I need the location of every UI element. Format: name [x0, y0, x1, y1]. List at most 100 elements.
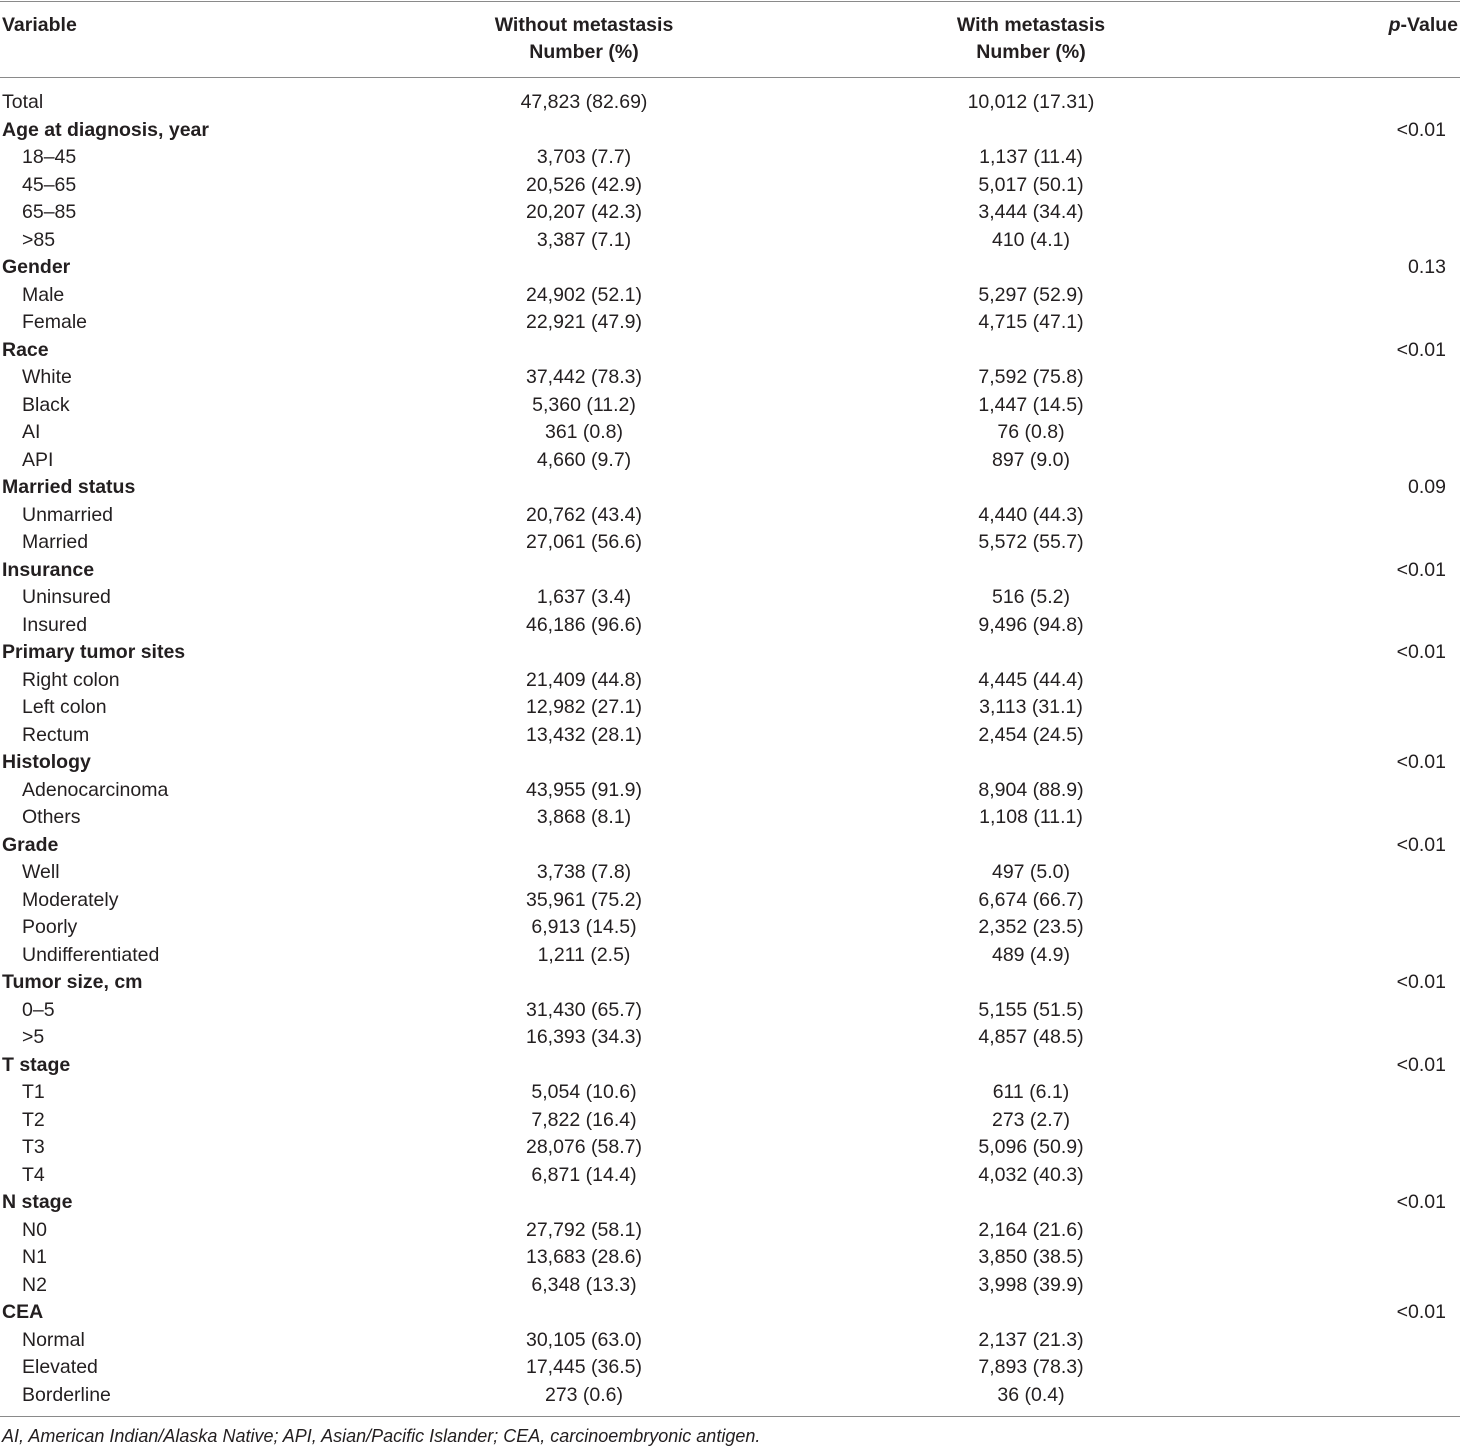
- without-metastasis-value: 35,961 (75.2): [525, 888, 642, 911]
- row-label: T1: [22, 1081, 45, 1103]
- without-metastasis-value: 6,871 (14.4): [531, 1163, 637, 1186]
- without-metastasis-value: 13,683 (28.6): [525, 1246, 642, 1268]
- table-row: >5 16,393 (34.3) 4,857 (48.5): [0, 1024, 1460, 1052]
- row-label: Race: [2, 338, 49, 361]
- table-row: 45–65 20,526 (42.9) 5,017 (50.1): [0, 172, 1460, 200]
- with-metastasis-value: 5,155 (51.5): [978, 998, 1084, 1021]
- p-value: 0.13: [1408, 256, 1446, 278]
- row-label: N0: [22, 1218, 47, 1241]
- table-row: Moderately 35,961 (75.2) 6,674 (66.7): [0, 887, 1460, 915]
- table-footnote: AI, American Indian/Alaska Native; API, …: [2, 1426, 761, 1446]
- with-metastasis-value: 1,108 (11.1): [979, 806, 1083, 828]
- without-metastasis-value: 28,076 (58.7): [525, 1136, 642, 1158]
- without-metastasis-value: 21,409 (44.8): [525, 668, 642, 691]
- table-row: Uninsured 1,637 (3.4) 516 (5.2): [0, 584, 1460, 612]
- table-top-rule: [0, 1, 1460, 2]
- table-row: API 4,660 (9.7) 897 (9.0): [0, 447, 1460, 475]
- row-label: >5: [22, 1026, 45, 1048]
- p-value: <0.01: [1396, 641, 1446, 663]
- with-metastasis-value: 4,445 (44.4): [978, 668, 1084, 691]
- with-metastasis-value: 36 (0.4): [997, 1383, 1065, 1406]
- without-metastasis-value: 20,526 (42.9): [525, 173, 642, 196]
- row-label: >85: [22, 228, 56, 251]
- row-label: T3: [22, 1136, 45, 1158]
- with-metastasis-value: 3,444 (34.4): [978, 201, 1084, 223]
- without-metastasis-value: 7,822 (16.4): [531, 1108, 637, 1131]
- with-metastasis-value: 5,572 (55.7): [978, 531, 1084, 553]
- table-bottom-rule: [0, 1416, 1460, 1417]
- without-metastasis-value: 6,913 (14.5): [531, 916, 637, 938]
- header-rule: [0, 77, 1460, 78]
- row-label: CEA: [2, 1301, 44, 1323]
- p-value: <0.01: [1396, 1191, 1446, 1213]
- row-label: 45–65: [22, 173, 77, 196]
- with-metastasis-value: 4,032 (40.3): [978, 1163, 1084, 1186]
- without-metastasis-value: 5,360 (11.2): [532, 393, 636, 416]
- table-row: >85 3,387 (7.1) 410 (4.1): [0, 227, 1460, 255]
- row-label: 65–85: [22, 201, 77, 223]
- without-metastasis-value: 31,430 (65.7): [525, 998, 642, 1021]
- without-metastasis-value: 17,445 (36.5): [525, 1356, 642, 1378]
- without-metastasis-value: 3,387 (7.1): [536, 228, 632, 251]
- without-metastasis-value: 46,186 (96.6): [525, 613, 642, 636]
- header-with-metastasis: With metastasis Number (%): [881, 12, 1181, 66]
- table-header: Variable Without metastasis Number (%) W…: [0, 12, 1460, 72]
- with-metastasis-value: 4,857 (48.5): [978, 1026, 1084, 1048]
- section-row: Married status 0.09: [0, 474, 1460, 502]
- table-row: Others 3,868 (8.1) 1,108 (11.1): [0, 804, 1460, 832]
- row-label: Tumor size, cm: [2, 971, 143, 993]
- table-row: 65–85 20,207 (42.3) 3,444 (34.4): [0, 199, 1460, 227]
- section-row: CEA <0.01: [0, 1299, 1460, 1327]
- p-value: <0.01: [1396, 971, 1446, 993]
- table-row: T1 5,054 (10.6) 611 (6.1): [0, 1079, 1460, 1107]
- table-row: AI 361 (0.8) 76 (0.8): [0, 419, 1460, 447]
- row-label: Married: [22, 531, 89, 553]
- header-variable: Variable: [2, 14, 77, 36]
- header-p-rest: -Value: [1400, 14, 1458, 36]
- without-metastasis-value: 4,660 (9.7): [536, 448, 632, 471]
- without-metastasis-value: 12,982 (27.1): [525, 696, 642, 718]
- table-row: Male 24,902 (52.1) 5,297 (52.9): [0, 282, 1460, 310]
- without-metastasis-value: 22,921 (47.9): [525, 311, 642, 333]
- without-metastasis-value: 24,902 (52.1): [525, 283, 642, 306]
- without-metastasis-value: 20,207 (42.3): [525, 201, 642, 223]
- with-metastasis-value: 9,496 (94.8): [978, 613, 1084, 636]
- row-label: Poorly: [22, 916, 78, 938]
- with-metastasis-value: 2,352 (23.5): [978, 916, 1084, 938]
- without-metastasis-value: 361 (0.8): [544, 421, 624, 443]
- with-metastasis-value: 1,447 (14.5): [978, 393, 1084, 416]
- table-row: Unmarried 20,762 (43.4) 4,440 (44.3): [0, 502, 1460, 530]
- without-metastasis-value: 6,348 (13.3): [531, 1273, 637, 1296]
- row-label: Female: [22, 311, 88, 333]
- with-metastasis-value: 611 (6.1): [992, 1081, 1070, 1103]
- row-label: Undifferentiated: [22, 943, 160, 966]
- without-metastasis-value: 30,105 (63.0): [525, 1328, 642, 1351]
- with-metastasis-value: 5,017 (50.1): [978, 173, 1084, 196]
- without-metastasis-value: 16,393 (34.3): [525, 1026, 642, 1048]
- table-row: Well 3,738 (7.8) 497 (5.0): [0, 859, 1460, 887]
- row-label: Rectum: [22, 723, 90, 746]
- with-metastasis-value: 2,137 (21.3): [978, 1328, 1084, 1351]
- row-label: Primary tumor sites: [2, 641, 186, 663]
- without-metastasis-value: 3,703 (7.7): [536, 146, 632, 168]
- row-label: N2: [22, 1273, 47, 1296]
- table-row: Total 47,823 (82.69) 10,012 (17.31): [0, 89, 1460, 117]
- table-row: N0 27,792 (58.1) 2,164 (21.6): [0, 1217, 1460, 1245]
- row-label: Insured: [22, 613, 88, 636]
- section-row: Histology <0.01: [0, 749, 1460, 777]
- row-label: Moderately: [22, 888, 119, 911]
- row-label: Black: [22, 393, 70, 416]
- without-metastasis-value: 3,868 (8.1): [536, 806, 632, 828]
- with-metastasis-value: 7,893 (78.3): [978, 1356, 1084, 1378]
- row-label: Age at diagnosis, year: [2, 118, 209, 141]
- with-metastasis-value: 8,904 (88.9): [978, 778, 1084, 801]
- section-row: Tumor size, cm <0.01: [0, 969, 1460, 997]
- header-without-unit: Number (%): [529, 41, 639, 63]
- table-row: Borderline 273 (0.6) 36 (0.4): [0, 1382, 1460, 1410]
- table-row: Undifferentiated 1,211 (2.5) 489 (4.9): [0, 942, 1460, 970]
- table-row: Left colon 12,982 (27.1) 3,113 (31.1): [0, 694, 1460, 722]
- section-row: Race <0.01: [0, 337, 1460, 365]
- table-body: Total 47,823 (82.69) 10,012 (17.31) Age at …: [0, 89, 1460, 1409]
- table-row: N1 13,683 (28.6) 3,850 (38.5): [0, 1244, 1460, 1272]
- header-without-metastasis: Without metastasis Number (%): [434, 12, 734, 66]
